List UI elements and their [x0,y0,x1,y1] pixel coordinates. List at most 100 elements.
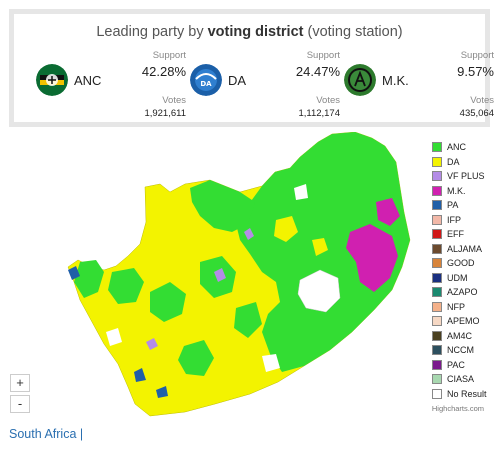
region-vf-3 [244,228,254,240]
results-summary-card: Leading party by voting district (voting… [14,14,494,122]
legend-swatch [432,272,442,283]
map-area[interactable]: ANC DA VF PLUS M.K. PA IFP EFF ALJAMA GOOD UDM AZA… [0,132,500,422]
legend-item[interactable]: PA [432,198,487,213]
legend-label: ALJAMA [447,243,483,254]
legend-item[interactable]: ANC [432,140,487,155]
zoom-out-button[interactable]: - [10,395,30,413]
svg-text:DA: DA [200,80,212,88]
legend-swatch [432,287,442,298]
legend-item[interactable]: GOOD [432,256,487,271]
party-card-da: DA DA Support 24.47% Votes 1,112,174 [190,44,340,119]
region-noresult-2 [106,328,122,346]
legend-item[interactable]: M.K. [432,184,487,199]
legend-label: ANC [447,142,467,153]
legend-label: M.K. [447,185,466,196]
legend-label: CIASA [447,374,475,385]
map-legend: ANC DA VF PLUS M.K. PA IFP EFF ALJAMA GOOD UDM AZA… [432,140,487,401]
zoom-in-button[interactable]: + [10,374,30,392]
legend-swatch [432,316,442,327]
region-noresult-3 [294,184,308,200]
legend-swatch [432,258,442,269]
legend-item[interactable]: UDM [432,271,487,286]
legend-item[interactable]: EFF [432,227,487,242]
legend-label: NCCM [447,345,474,356]
support-label: Support [152,50,186,61]
legend-swatch [432,185,442,196]
region-anc-west-1 [74,260,104,298]
legend-label: VF PLUS [447,171,485,182]
results-summary-panel: Leading party by voting district (voting… [9,9,494,127]
zoom-controls: + - [10,374,30,413]
support-label: Support [460,50,494,61]
party-name: DA [228,73,247,88]
legend-label: UDM [447,272,468,283]
support-value: 42.28% [141,64,186,79]
region-anc-west-2 [108,268,144,304]
lesotho [297,269,341,313]
support-label: Support [306,50,340,61]
legend-swatch [432,171,442,182]
support-value: 9.57% [457,64,494,79]
region-da-east-2 [312,238,328,256]
anc-logo-icon [36,64,68,96]
legend-label: GOOD [447,258,475,269]
votes-label: Votes [162,95,186,106]
legend-item[interactable]: AM4C [432,329,487,344]
region-vf-1 [214,268,226,282]
legend-swatch [432,156,442,167]
region-anc-central-2 [234,302,262,338]
legend-swatch [432,388,442,399]
summary-title: Leading party by voting district (voting… [96,24,403,40]
region-mk-kzn-2 [376,198,400,226]
legend-item[interactable]: PAC [432,358,487,373]
summary-title-bold: voting district [207,24,304,40]
votes-value: 1,112,174 [298,108,340,119]
legend-item[interactable]: DA [432,155,487,170]
party-card-mk: M.K. Support 9.57% Votes 435,064 [344,44,494,119]
highcharts-credits-link[interactable]: Highcharts.com [431,404,484,413]
south-africa-map[interactable] [0,132,430,422]
party-name: ANC [74,73,102,88]
legend-item[interactable]: ALJAMA [432,242,487,257]
legend-item[interactable]: No Result [432,387,487,402]
region-anc-south [178,340,214,376]
votes-label: Votes [316,95,340,106]
legend-label: NFP [447,301,465,312]
legend-label: PAC [447,359,465,370]
region-pa-3 [156,386,168,398]
legend-label: IFP [447,214,462,225]
legend-label: DA [447,156,460,167]
region-da-east-1 [274,216,298,242]
support-value: 24.47% [295,64,340,79]
legend-swatch [432,214,442,225]
legend-label: AM4C [447,330,473,341]
region-pa-2 [134,368,146,382]
legend-swatch [432,301,442,312]
legend-swatch [432,142,442,153]
legend-label: PA [447,200,459,211]
legend-swatch [432,345,442,356]
legend-item[interactable]: VF PLUS [432,169,487,184]
legend-swatch [432,229,442,240]
legend-item[interactable]: NCCM [432,343,487,358]
party-card-anc: ANC Support 42.28% Votes 1,921,611 [36,44,186,119]
da-logo-icon: DA [190,64,222,96]
votes-value: 1,921,611 [144,108,186,119]
legend-item[interactable]: IFP [432,213,487,228]
region-noresult-1 [262,354,280,372]
footer-breadcrumb[interactable]: South Africa | [9,427,84,441]
legend-item[interactable]: APEMO [432,314,487,329]
legend-item[interactable]: NFP [432,300,487,315]
legend-label: No Result [447,388,487,399]
legend-item[interactable]: CIASA [432,372,487,387]
region-vf-2 [146,338,158,350]
region-anc-west-3 [150,282,186,322]
region-mk-kzn [346,224,398,292]
legend-item[interactable]: AZAPO [432,285,487,300]
region-anc-north [190,180,255,232]
party-name: M.K. [382,73,409,88]
legend-swatch [432,243,442,254]
legend-label: APEMO [447,316,480,327]
mk-logo-icon [344,64,376,96]
legend-label: EFF [447,229,464,240]
